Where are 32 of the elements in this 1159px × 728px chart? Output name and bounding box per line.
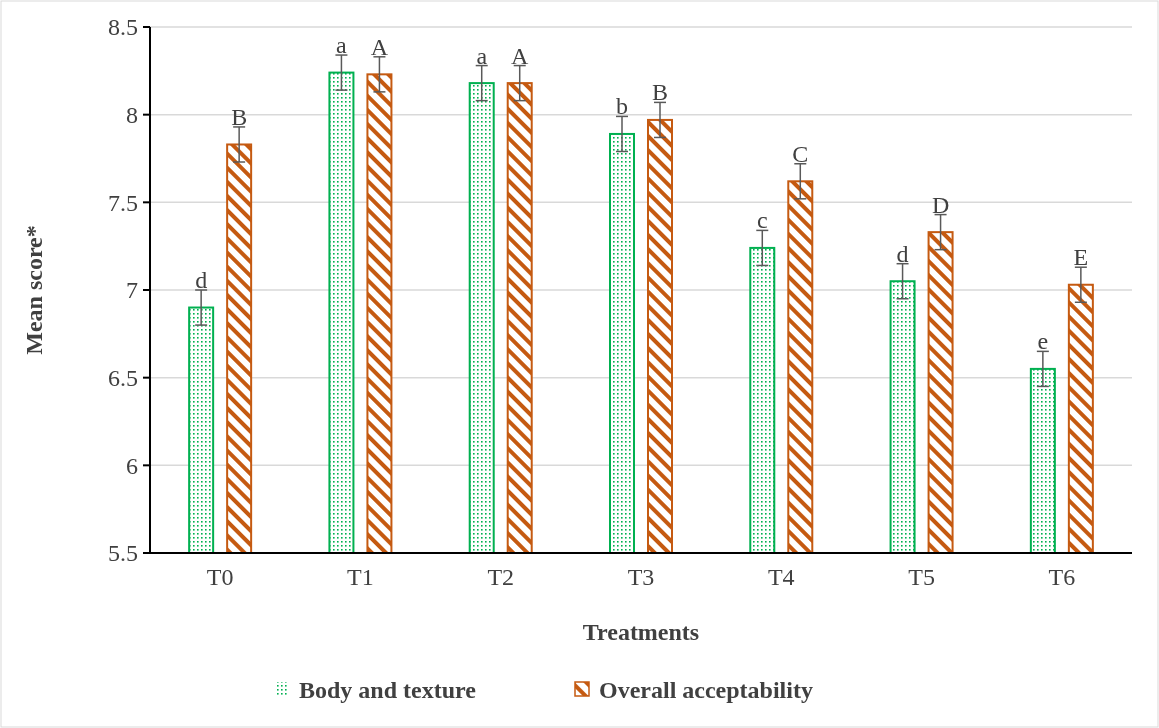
- y-tick-label: 8.5: [108, 14, 138, 41]
- y-tick-label: 6: [126, 452, 138, 479]
- annotation: d: [195, 267, 208, 293]
- annotation: c: [756, 207, 768, 234]
- annotation: A: [511, 42, 530, 69]
- annotation: E: [1073, 244, 1089, 271]
- annotation: A: [370, 33, 389, 60]
- y-axis-title: Mean score*: [21, 225, 47, 355]
- annotation: a: [336, 32, 348, 59]
- annotation: e: [1037, 328, 1049, 355]
- legend-label: Overall acceptability: [599, 677, 813, 704]
- annotation: D: [931, 191, 950, 218]
- annotation: d: [896, 240, 909, 267]
- x-tick-label: T0: [206, 564, 234, 590]
- x-tick-label: T5: [908, 564, 935, 590]
- y-tick-label: 5.5: [108, 540, 138, 567]
- annotation: C: [792, 140, 809, 167]
- annotation: B: [231, 103, 248, 130]
- y-tick-label: 7: [126, 277, 138, 304]
- x-axis-title: Treatments: [582, 619, 700, 645]
- annotation: a: [476, 42, 488, 69]
- x-tick-label: T6: [1048, 564, 1076, 590]
- y-tick-label: 7.5: [108, 189, 138, 216]
- x-tick-label: T3: [627, 564, 655, 590]
- annotation: b: [616, 93, 628, 120]
- y-tick-label: 8: [126, 102, 138, 129]
- legend-label: Body and texture: [299, 677, 477, 704]
- annotation: B: [651, 79, 669, 106]
- x-tick-label: T1: [347, 564, 374, 590]
- x-tick-label: T4: [767, 564, 795, 590]
- y-tick-label: 6.5: [108, 365, 138, 392]
- x-tick-label: T2: [487, 564, 515, 590]
